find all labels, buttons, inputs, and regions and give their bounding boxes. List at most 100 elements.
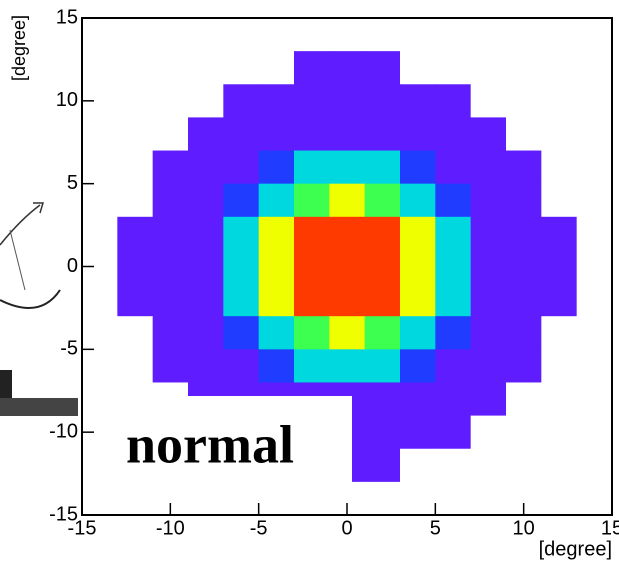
heatmap-cell xyxy=(223,183,260,218)
heatmap-cell xyxy=(470,117,507,152)
heatmap-cell xyxy=(188,249,224,284)
heatmap-cell xyxy=(329,216,366,251)
x-tick-label: 15 xyxy=(601,517,619,539)
heatmap-cell xyxy=(470,349,507,383)
heatmap-cell xyxy=(541,51,578,85)
heatmap-cell xyxy=(258,150,295,185)
heatmap-cell xyxy=(258,349,295,383)
heatmap-cell xyxy=(152,283,189,317)
heatmap-cell xyxy=(364,51,401,85)
heatmap-cell xyxy=(400,51,436,85)
heatmap-cell xyxy=(470,283,507,317)
heatmap-cell xyxy=(117,349,154,383)
heatmap-cell xyxy=(329,117,366,152)
heatmap-cell xyxy=(400,216,436,251)
heatmap-cell xyxy=(258,283,295,317)
heatmap-cell xyxy=(223,349,260,383)
heatmap-cell xyxy=(470,18,507,52)
heatmap-cell xyxy=(294,150,330,185)
heatmap-cell xyxy=(435,216,472,251)
heatmap-cell xyxy=(400,249,436,284)
heatmap-cell xyxy=(82,216,118,251)
heatmap-cell xyxy=(117,316,154,350)
y-tick-label: 0 xyxy=(67,255,78,277)
heatmap-cell xyxy=(329,349,366,383)
heatmap-cell xyxy=(152,117,189,152)
heatmap-cell xyxy=(541,249,578,284)
heatmap-cell xyxy=(364,349,401,383)
heatmap-cell xyxy=(117,183,154,218)
heatmap-cell xyxy=(506,283,542,317)
heatmap-cell xyxy=(576,415,613,450)
heatmap-cell xyxy=(435,349,472,383)
heatmap-cell xyxy=(117,18,154,52)
heatmap-cell xyxy=(470,249,507,284)
heatmap-cell xyxy=(152,51,189,85)
heatmap-cell xyxy=(117,283,154,317)
heatmap-cell xyxy=(400,183,436,218)
y-tick-label: 10 xyxy=(56,89,78,111)
heatmap-cell xyxy=(435,249,472,284)
heatmap-cell xyxy=(152,18,189,52)
heatmap-cell xyxy=(117,84,154,118)
heatmap-cell xyxy=(400,84,436,118)
y-tick-label: 15 xyxy=(56,6,78,28)
heatmap-cell xyxy=(329,51,366,85)
heatmap-cell xyxy=(470,481,507,516)
heatmap-cell xyxy=(364,481,401,516)
heatmap-cell xyxy=(329,249,366,284)
heatmap-cell xyxy=(576,216,613,251)
heatmap-cell xyxy=(541,283,578,317)
heatmap-cell xyxy=(576,382,613,417)
annotation: normal xyxy=(126,414,294,474)
heatmap-cell xyxy=(364,216,401,251)
heatmap-cell xyxy=(152,150,189,185)
heatmap-cell xyxy=(541,448,578,483)
heatmap-cell xyxy=(541,183,578,218)
y-axis-label: [degree] xyxy=(9,15,29,81)
heatmap-cell xyxy=(435,481,472,516)
heatmap-cell xyxy=(329,84,366,118)
heatmap-cell xyxy=(400,283,436,317)
heatmap-cell xyxy=(364,84,401,118)
heatmap-cell xyxy=(294,84,330,118)
heatmap-cell xyxy=(152,349,189,383)
heatmap-cell xyxy=(435,51,472,85)
heatmap-cell xyxy=(400,415,436,450)
heatmap-cell xyxy=(188,183,224,218)
heatmap-cell xyxy=(223,316,260,350)
heatmap-cell xyxy=(470,316,507,350)
x-axis-label: [degree] xyxy=(539,538,612,560)
heatmap-cell xyxy=(258,84,295,118)
heatmap-cell xyxy=(258,117,295,152)
heatmap-cell xyxy=(223,117,260,152)
heatmap-cell xyxy=(258,51,295,85)
heatmap-cell xyxy=(506,150,542,185)
heatmap-cell xyxy=(506,316,542,350)
heatmap-cell xyxy=(294,183,330,218)
heatmap-cell xyxy=(435,183,472,218)
x-tick-label: -15 xyxy=(68,517,97,539)
heatmap-cell xyxy=(470,150,507,185)
heatmap-cell xyxy=(117,216,154,251)
heatmap-cell xyxy=(223,249,260,284)
heatmap-cell xyxy=(294,51,330,85)
heatmap-cell xyxy=(364,249,401,284)
heatmap-cell xyxy=(541,18,578,52)
heatmap-cell xyxy=(188,316,224,350)
heatmap-cell xyxy=(400,316,436,350)
heatmap-cell xyxy=(576,183,613,218)
heatmap-cell xyxy=(82,183,118,218)
heatmap-cell xyxy=(258,183,295,218)
heatmap-cell xyxy=(223,51,260,85)
heatmap-cell xyxy=(576,249,613,284)
heatmap-cell xyxy=(294,249,330,284)
heatmap-cell xyxy=(364,448,401,483)
heatmap-cell xyxy=(188,216,224,251)
heatmap-cell xyxy=(506,216,542,251)
heatmap-cell xyxy=(152,216,189,251)
heatmap-cell xyxy=(329,183,366,218)
heatmap-cell xyxy=(223,150,260,185)
x-tick-label: 10 xyxy=(513,517,535,539)
heatmap-cell xyxy=(541,216,578,251)
